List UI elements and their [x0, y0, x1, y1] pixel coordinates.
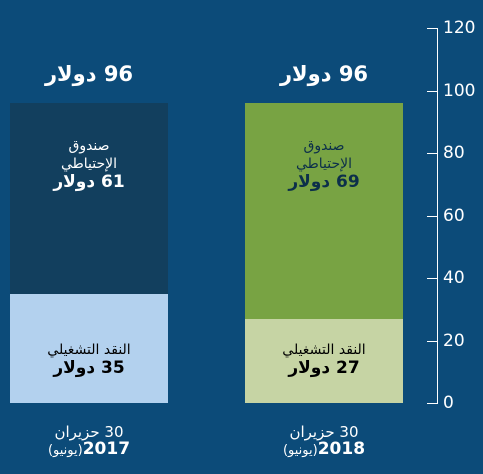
- bar-segment: [10, 103, 168, 294]
- tick-mark: [427, 278, 438, 279]
- value-label: 35 دولار: [53, 358, 125, 378]
- tick-mark: [427, 403, 438, 404]
- tick-mark: [427, 90, 438, 92]
- y-tick-label: 20: [443, 330, 465, 351]
- category-month: (يونيو): [47, 443, 83, 458]
- y-tick-label: 0: [443, 393, 454, 413]
- category-year: 2017: [82, 439, 131, 459]
- total-label: 96 دولار: [44, 62, 134, 86]
- segment-label: صندوق الإحتياطي 69 دولار: [245, 137, 403, 191]
- series-name: النقد التشغيلي: [282, 342, 366, 358]
- category-line: 2017(يونيو): [10, 441, 168, 459]
- tick-mark: [427, 153, 438, 154]
- category-month: (يونيو): [282, 443, 318, 458]
- bar-segment: [245, 318, 403, 403]
- bar-segment: [10, 293, 168, 403]
- y-tick-label: 60: [443, 205, 465, 226]
- y-tick-label: 120: [443, 18, 476, 38]
- series-name: النقد التشغيلي: [47, 342, 131, 358]
- segment-label: النقد التشغيلي 27 دولار: [245, 341, 403, 377]
- segment-label: النقد التشغيلي 35 دولار: [10, 341, 168, 377]
- value-label: 69 دولار: [288, 172, 360, 192]
- total-label: 96 دولار: [279, 62, 369, 86]
- value-label: 27 دولار: [288, 358, 360, 378]
- y-tick-label: 80: [443, 143, 465, 163]
- tick-mark: [427, 28, 438, 29]
- category-label: 30 حزيران 2017(يونيو): [10, 424, 168, 459]
- series-name: صندوق الإحتياطي: [295, 138, 353, 172]
- tick-mark: [427, 215, 438, 217]
- y-tick-label: 100: [443, 80, 476, 101]
- category-line: 30 حزيران: [54, 423, 124, 441]
- y-tick-label: 40: [443, 268, 465, 288]
- tick-mark: [427, 340, 438, 342]
- segment-label: صندوق الإحتياطي 61 دولار: [10, 137, 168, 191]
- category-label: 30 حزيران 2018(يونيو): [245, 424, 403, 459]
- category-line: 2018(يونيو): [245, 441, 403, 459]
- bar-segment: [245, 103, 403, 319]
- value-label: 61 دولار: [53, 172, 125, 192]
- series-name: صندوق الإحتياطي: [60, 138, 118, 172]
- category-year: 2018: [317, 439, 366, 459]
- category-line: 30 حزيران: [289, 423, 359, 441]
